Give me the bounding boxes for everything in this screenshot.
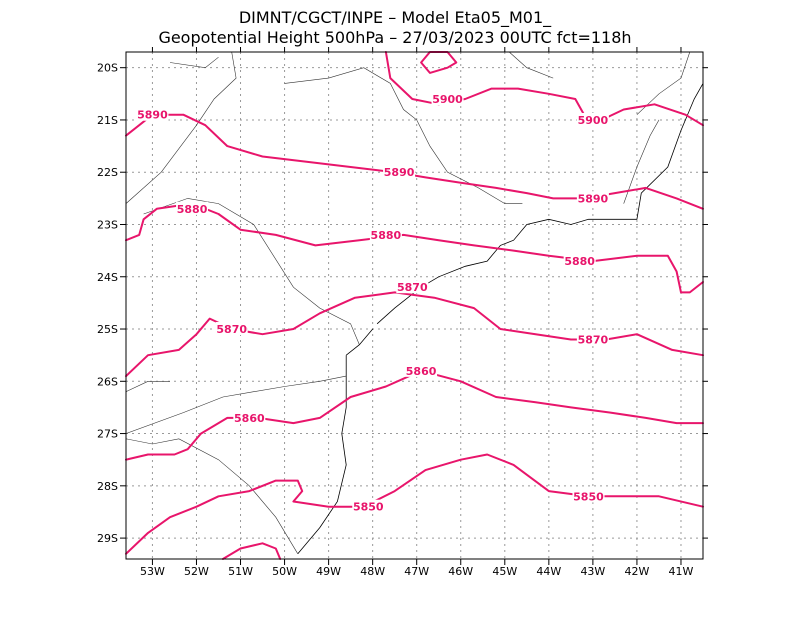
- x-tick-label-46W: 46W: [448, 565, 473, 578]
- contour-label-bg: [176, 201, 209, 215]
- contour-label-5890-1: 5890: [384, 166, 415, 179]
- contour-label-5860-1: 5860: [406, 365, 437, 378]
- state-border-4: [125, 375, 347, 434]
- y-tick-label-23S: 23S: [97, 218, 118, 231]
- contour-5850-6: [125, 453, 704, 555]
- contour-label-5870-0: 5870: [216, 323, 247, 336]
- coastline-south: [297, 355, 347, 555]
- state-border-6: [125, 381, 170, 392]
- contour-label-bg: [136, 107, 169, 121]
- chart-title-line1: DIMNT/CGCT/INPE – Model Eta05_M01_: [239, 8, 552, 28]
- contour-label-5850-0: 5850: [353, 501, 384, 514]
- state-border-7: [623, 119, 660, 204]
- x-tick-label-49W: 49W: [316, 565, 341, 578]
- contour-label-bg: [576, 332, 609, 346]
- contour-label-5880-1: 5880: [371, 229, 402, 242]
- x-tick-label-51W: 51W: [228, 565, 253, 578]
- contour-label-5880-0: 5880: [177, 203, 208, 216]
- state-border-2: [284, 67, 523, 204]
- x-tick-label-50W: 50W: [272, 565, 297, 578]
- contour-label-bg: [572, 489, 605, 503]
- contour-label-bg: [405, 363, 438, 377]
- map-outlines: [125, 51, 704, 555]
- x-tick-label-47W: 47W: [404, 565, 429, 578]
- contour-label-5870-1: 5870: [397, 281, 428, 294]
- contour-label-5880-2: 5880: [564, 255, 595, 268]
- x-tick-label-43W: 43W: [580, 565, 605, 578]
- y-tick-label-24S: 24S: [97, 271, 118, 284]
- x-tick-label-48W: 48W: [360, 565, 385, 578]
- coastline-bay: [345, 328, 374, 356]
- contour-label-5890-0: 5890: [137, 109, 168, 122]
- x-tick-label-45W: 45W: [492, 565, 517, 578]
- state-border-0: [125, 51, 237, 204]
- x-tick-label-53W: 53W: [140, 565, 165, 578]
- contour-5890-2: [125, 113, 704, 210]
- contour-label-5860-0: 5860: [234, 412, 265, 425]
- x-tick-label-44W: 44W: [536, 565, 561, 578]
- contour-5860-5: [125, 369, 704, 461]
- contour-label-bg: [576, 112, 609, 126]
- state-border-5: [125, 438, 299, 554]
- state-border-3: [143, 198, 360, 345]
- y-tick-label-22S: 22S: [97, 166, 118, 179]
- contour-label-bg: [396, 280, 429, 294]
- contour-label-bg: [383, 165, 416, 179]
- contour-label-5900-0: 5900: [432, 93, 463, 106]
- y-tick-label-27S: 27S: [97, 428, 118, 441]
- contour-5900-1: [420, 51, 458, 74]
- y-tick-label-21S: 21S: [97, 114, 118, 127]
- x-tick-label-42W: 42W: [624, 565, 649, 578]
- contour-label-bg: [369, 227, 402, 241]
- state-border-8: [636, 51, 691, 115]
- y-axis: 20S 21S 22S 23S 24S 25S 26S 27S 28S 29S: [97, 62, 708, 545]
- y-tick-label-28S: 28S: [97, 480, 118, 493]
- contour-label-bg: [563, 254, 596, 268]
- coastline: [376, 83, 704, 325]
- contour-5850-7: [221, 542, 282, 560]
- y-tick-label-25S: 25S: [97, 323, 118, 336]
- contour-label-bg: [576, 191, 609, 205]
- contour-label-5870-2: 5870: [578, 333, 609, 346]
- plot-frame: [125, 51, 704, 560]
- y-tick-label-29S: 29S: [97, 532, 118, 545]
- contour-label-bg: [431, 92, 464, 106]
- contour-5870-4: [125, 291, 704, 378]
- contour-labels: 5900 5900 5890 5890 5890 5880 5880 5880 5870 5870…: [136, 92, 609, 514]
- contour-label-bg: [215, 322, 248, 336]
- contour-5900-0: [384, 51, 704, 127]
- contour-lines: [125, 51, 704, 560]
- contour-label-5900-1: 5900: [578, 114, 609, 127]
- y-tick-label-26S: 26S: [97, 375, 118, 388]
- x-axis: 53W 52W 51W 50W 49W 48W 47W 46W 45W 44W 43W 42W 41W: [140, 47, 694, 578]
- contour-label-5850-1: 5850: [573, 490, 604, 503]
- grid-lines: [126, 52, 703, 559]
- state-border-1: [169, 56, 219, 69]
- y-tick-label-20S: 20S: [97, 62, 118, 75]
- x-tick-label-52W: 52W: [184, 565, 209, 578]
- x-tick-label-41W: 41W: [669, 565, 694, 578]
- contour-5880-3: [125, 202, 704, 294]
- contour-label-bg: [352, 499, 385, 513]
- contour-label-bg: [233, 410, 266, 424]
- contour-label-5890-2: 5890: [578, 192, 609, 205]
- chart-title-line2: Geopotential Height 500hPa – 27/03/2023 …: [158, 28, 631, 47]
- state-border-9: [509, 51, 554, 79]
